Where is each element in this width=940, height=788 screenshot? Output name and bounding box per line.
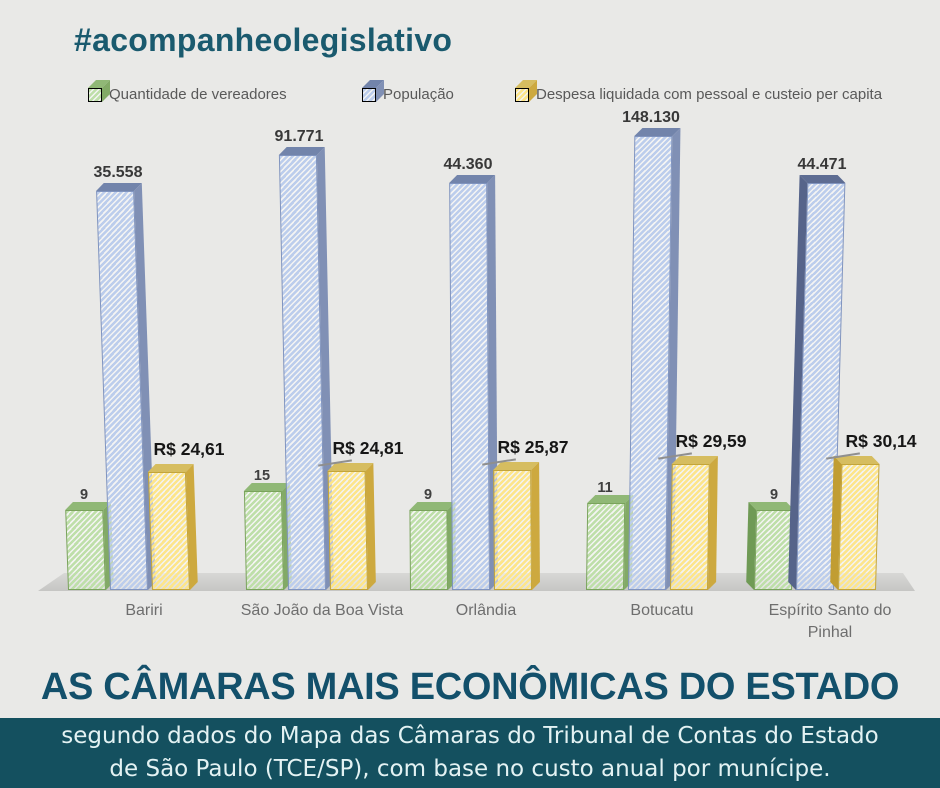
category-label: Espírito Santo do Pinhal <box>768 602 892 641</box>
page-title-hashtag: #acompanheolegislativo <box>74 22 453 58</box>
category-label: Orlândia <box>455 602 517 619</box>
bar-blue <box>449 183 490 590</box>
value-label-blue: 91.771 <box>274 128 324 145</box>
value-label-green: 9 <box>79 487 89 503</box>
legend-swatch-yellow-icon <box>515 87 529 102</box>
footer-band: segundo dados do Mapa das Câmaras do Tri… <box>0 718 940 788</box>
value-label-blue: 35.558 <box>93 164 143 181</box>
chart-group: 9 35.558 R$ 24,61 Bariri <box>54 115 234 619</box>
value-label-green: 9 <box>769 487 779 503</box>
value-label-green: 15 <box>253 468 271 484</box>
chart-group: 9 44.360 R$ 25,87 Orlândia <box>396 115 576 619</box>
bar-green <box>243 491 284 590</box>
bar-green <box>586 503 626 590</box>
category-label: São João da Boa Vista <box>240 602 404 619</box>
legend-label: Despesa liquidada com pessoal e custeio … <box>536 86 883 103</box>
value-label-blue: 148.130 <box>622 109 680 126</box>
bar-blue <box>278 155 326 590</box>
chart-group: 15 91.771 R$ 24,81 São João da Boa Vista <box>232 115 412 619</box>
value-label-yellow: R$ 24,61 <box>153 439 225 459</box>
value-label-yellow: R$ 29,59 <box>675 431 747 451</box>
legend-label: População <box>383 86 454 103</box>
bar-green <box>409 510 448 590</box>
bar-green <box>65 510 106 590</box>
legend-item-green: Quantidade de vereadores <box>88 86 287 103</box>
legend-swatch-green-icon <box>88 87 102 102</box>
bar-blue <box>628 136 673 590</box>
value-label-yellow: R$ 25,87 <box>497 437 569 457</box>
value-label-green: 9 <box>423 487 433 503</box>
value-label-green: 11 <box>597 480 613 496</box>
headline: AS CÂMARAS MAIS ECONÔMICAS DO ESTADO <box>40 666 900 708</box>
value-label-blue: 44.471 <box>797 156 847 173</box>
legend-item-blue: População <box>362 86 454 103</box>
value-label-blue: 44.360 <box>443 156 493 173</box>
category-label: Bariri <box>125 602 163 619</box>
source-text-line1: segundo dados do Mapa das Câmaras do Tri… <box>61 723 879 749</box>
chart-group: 11 148.130 R$ 29,59 Botucatu <box>572 109 752 619</box>
legend-item-yellow: Despesa liquidada com pessoal e custeio … <box>515 86 882 103</box>
legend-swatch-blue-icon <box>362 87 376 102</box>
source-text-line2: de São Paulo (TCE/SP), com base no custo… <box>109 756 831 782</box>
value-label-yellow: R$ 30,14 <box>845 431 917 451</box>
legend-label: Quantidade de vereadores <box>109 86 287 103</box>
value-label-yellow: R$ 24,81 <box>332 438 404 458</box>
chart-group: 9 44.471 R$ 30,14 Espírito Santo do Pinhal <box>740 115 920 641</box>
chart-area: 9 35.558 R$ 24,61 Bariri 15 91.771 R$ 24,81 São… <box>0 109 940 641</box>
category-label: Botucatu <box>630 602 694 619</box>
bar-yellow <box>838 464 880 590</box>
